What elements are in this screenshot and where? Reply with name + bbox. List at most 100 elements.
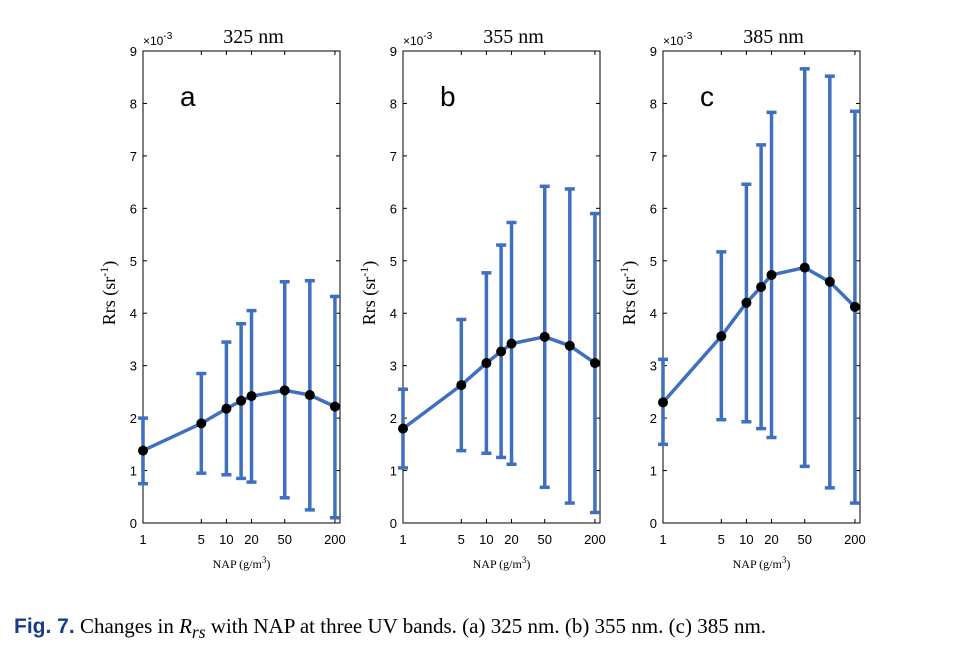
y-tick-label: 2 — [390, 411, 397, 426]
y-tick-label: 3 — [130, 359, 137, 374]
caption-text-before: Changes in — [79, 614, 174, 638]
x-tick-label: 5 — [718, 532, 725, 547]
data-point — [221, 403, 232, 414]
data-point — [506, 338, 517, 349]
y-tick-label: 9 — [650, 44, 657, 59]
y-tick-label: 1 — [390, 464, 397, 479]
data-point — [589, 358, 600, 369]
x-tick-label: 10 — [739, 532, 753, 547]
y-tick-label: 3 — [390, 359, 397, 374]
x-tick-label: 1 — [139, 532, 146, 547]
y-tick-label: 9 — [130, 44, 137, 59]
plot-frame — [142, 50, 341, 524]
panel-title: 355 nm — [483, 26, 544, 48]
data-point — [716, 331, 727, 342]
y-tick-label: 8 — [130, 96, 137, 111]
y-tick-label: 5 — [650, 254, 657, 269]
data-point — [539, 331, 550, 342]
data-point — [304, 390, 315, 401]
data-point — [329, 401, 340, 412]
y-tick-label: 0 — [650, 516, 657, 531]
data-point — [496, 346, 507, 357]
exponent-label: ×10-3 — [663, 31, 693, 48]
y-tick-label: 5 — [390, 254, 397, 269]
panel-letter: a — [180, 81, 196, 112]
data-point — [849, 301, 860, 312]
data-point — [236, 395, 247, 406]
x-tick-label: 20 — [764, 532, 778, 547]
panel-letter: c — [700, 81, 714, 112]
y-tick-label: 1 — [130, 464, 137, 479]
y-tick-label: 0 — [130, 516, 137, 531]
x-tick-label: 20 — [504, 532, 518, 547]
x-tick-label: 200 — [844, 532, 866, 547]
x-tick-label: 50 — [277, 532, 291, 547]
y-tick-label: 6 — [650, 201, 657, 216]
caption-label: Fig. 7. — [14, 615, 75, 638]
x-tick-label: 1 — [659, 532, 666, 547]
plot-frame — [662, 50, 861, 524]
y-tick-label: 8 — [650, 96, 657, 111]
y-tick-label: 2 — [130, 411, 137, 426]
data-point — [196, 418, 207, 429]
y-tick-label: 4 — [130, 306, 137, 321]
exponent-label: ×10-3 — [403, 31, 433, 48]
data-point — [564, 340, 575, 351]
y-tick-label: 5 — [130, 254, 137, 269]
data-point — [756, 282, 767, 292]
y-tick-label: 3 — [650, 359, 657, 374]
y-tick-label: 6 — [130, 201, 137, 216]
y-tick-label: 7 — [130, 149, 137, 164]
y-tick-label: 4 — [390, 306, 397, 321]
y-axis-label: Rrs (sr-1) — [617, 261, 640, 326]
x-tick-label: 1 — [399, 532, 406, 547]
x-tick-label: 20 — [244, 532, 258, 547]
figure-caption: Fig. 7. Changes in Rrs with NAP at three… — [14, 614, 954, 643]
x-tick-label: 10 — [479, 532, 493, 547]
x-tick-label: 10 — [219, 532, 233, 547]
data-point — [799, 262, 810, 273]
caption-symbol-main: R — [179, 614, 192, 638]
x-tick-label: 50 — [797, 532, 811, 547]
x-tick-label: 5 — [198, 532, 205, 547]
y-tick-label: 8 — [390, 96, 397, 111]
y-tick-label: 7 — [390, 149, 397, 164]
y-tick-label: 9 — [390, 44, 397, 59]
x-tick-label: 200 — [324, 532, 346, 547]
data-point — [766, 269, 777, 280]
data-point — [741, 297, 752, 308]
y-tick-label: 7 — [650, 149, 657, 164]
caption-text-after: with NAP at three UV bands. (a) 325 nm. … — [210, 614, 767, 638]
plot-frame — [402, 50, 601, 524]
x-axis-label: NAP (g/m3) — [213, 555, 271, 571]
caption-symbol: Rrs — [179, 614, 205, 642]
data-point — [279, 385, 290, 396]
y-tick-label: 6 — [390, 201, 397, 216]
y-tick-label: 0 — [390, 516, 397, 531]
data-point — [398, 423, 408, 434]
x-tick-label: 5 — [458, 532, 465, 547]
panel-title: 325 nm — [223, 26, 284, 48]
y-axis-label: Rrs (sr-1) — [97, 261, 120, 326]
x-tick-label: 50 — [537, 532, 551, 547]
panel-title: 385 nm — [743, 26, 804, 48]
data-point — [138, 445, 148, 456]
data-point — [481, 358, 492, 369]
caption-symbol-sub: rs — [191, 622, 206, 643]
data-point — [658, 397, 668, 408]
data-point — [246, 391, 257, 402]
exponent-label: ×10-3 — [143, 31, 173, 48]
x-axis-label: NAP (g/m3) — [473, 555, 531, 571]
y-axis-label: Rrs (sr-1) — [357, 261, 380, 326]
panel-letter: b — [440, 81, 456, 112]
y-tick-label: 4 — [650, 306, 657, 321]
data-point — [824, 276, 835, 287]
data-point — [456, 380, 467, 391]
x-axis-label: NAP (g/m3) — [733, 555, 791, 571]
y-tick-label: 1 — [650, 464, 657, 479]
x-tick-label: 200 — [584, 532, 606, 547]
